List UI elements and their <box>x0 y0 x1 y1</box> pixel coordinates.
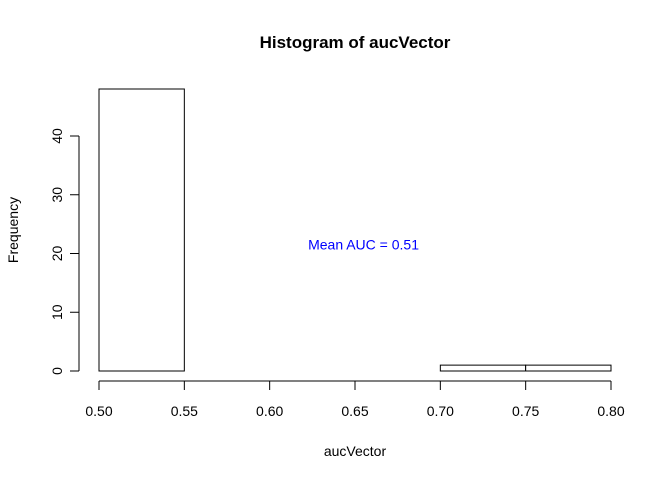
y-tick-label: 10 <box>49 304 65 320</box>
bars-group <box>98 88 612 372</box>
x-tick-label: 0.80 <box>597 403 624 419</box>
y-axis: 0 10 20 30 40 <box>49 128 80 375</box>
y-tick-label: 20 <box>49 246 65 262</box>
y-tick-label: 0 <box>49 367 65 375</box>
x-axis: 0.50 0.55 0.60 0.65 0.70 0.75 0.80 <box>85 380 625 419</box>
histogram-bar-4 <box>439 364 527 372</box>
y-tick-label: 40 <box>49 128 65 144</box>
y-axis-label: Frequency <box>5 197 21 263</box>
histogram-bar-0 <box>98 88 185 372</box>
x-tick-label: 0.75 <box>512 403 539 419</box>
y-tick-label: 30 <box>49 187 65 203</box>
x-tick-label: 0.65 <box>341 403 368 419</box>
chart-title: Histogram of aucVector <box>260 33 451 52</box>
x-tick-label: 0.70 <box>427 403 454 419</box>
x-tick-label: 0.60 <box>256 403 283 419</box>
mean-auc-annotation: Mean AUC = 0.51 <box>308 237 419 253</box>
x-tick-label: 0.50 <box>85 403 112 419</box>
x-tick-label: 0.55 <box>171 403 198 419</box>
x-axis-label: aucVector <box>324 443 387 459</box>
histogram-bar-5 <box>525 364 612 372</box>
